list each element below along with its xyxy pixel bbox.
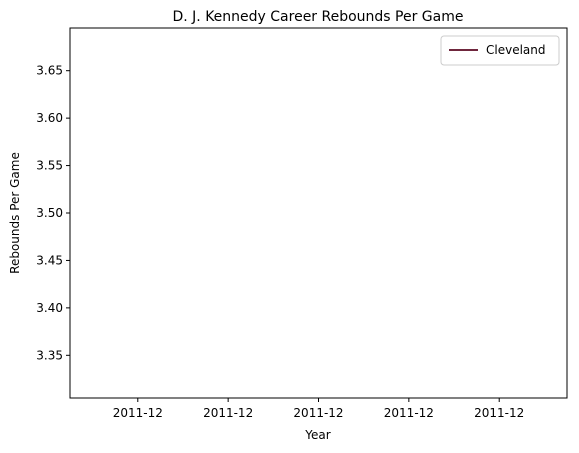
legend-box — [440, 35, 560, 66]
x-tick-label: 2011-12 — [203, 406, 253, 420]
y-tick-label: 3.40 — [36, 301, 63, 315]
x-axis-label: Year — [304, 428, 330, 442]
y-tick-label: 3.35 — [36, 348, 63, 362]
y-tick-label: 3.60 — [36, 111, 63, 125]
y-axis-ticks: 3.35 3.40 3.45 3.50 3.55 3.60 3.65 — [36, 64, 70, 362]
plot-frame — [69, 27, 568, 399]
y-tick-label: 3.45 — [36, 253, 63, 267]
y-axis-label: Rebounds Per Game — [8, 152, 22, 274]
x-tick-label: 2011-12 — [113, 406, 163, 420]
x-axis-ticks: 2011-12 2011-12 2011-12 2011-12 2011-12 — [113, 398, 524, 420]
legend: Cleveland — [440, 35, 560, 66]
y-tick-label: 3.55 — [36, 159, 63, 173]
chart-title: D. J. Kennedy Career Rebounds Per Game — [172, 9, 463, 25]
x-tick-label: 2011-12 — [293, 406, 343, 420]
x-tick-label: 2011-12 — [474, 406, 524, 420]
y-tick-label: 3.50 — [36, 206, 63, 220]
plot-area — [69, 27, 568, 399]
x-tick-label: 2011-12 — [384, 406, 434, 420]
y-tick-label: 3.65 — [36, 64, 63, 78]
legend-label-cleveland: Cleveland — [486, 43, 546, 57]
